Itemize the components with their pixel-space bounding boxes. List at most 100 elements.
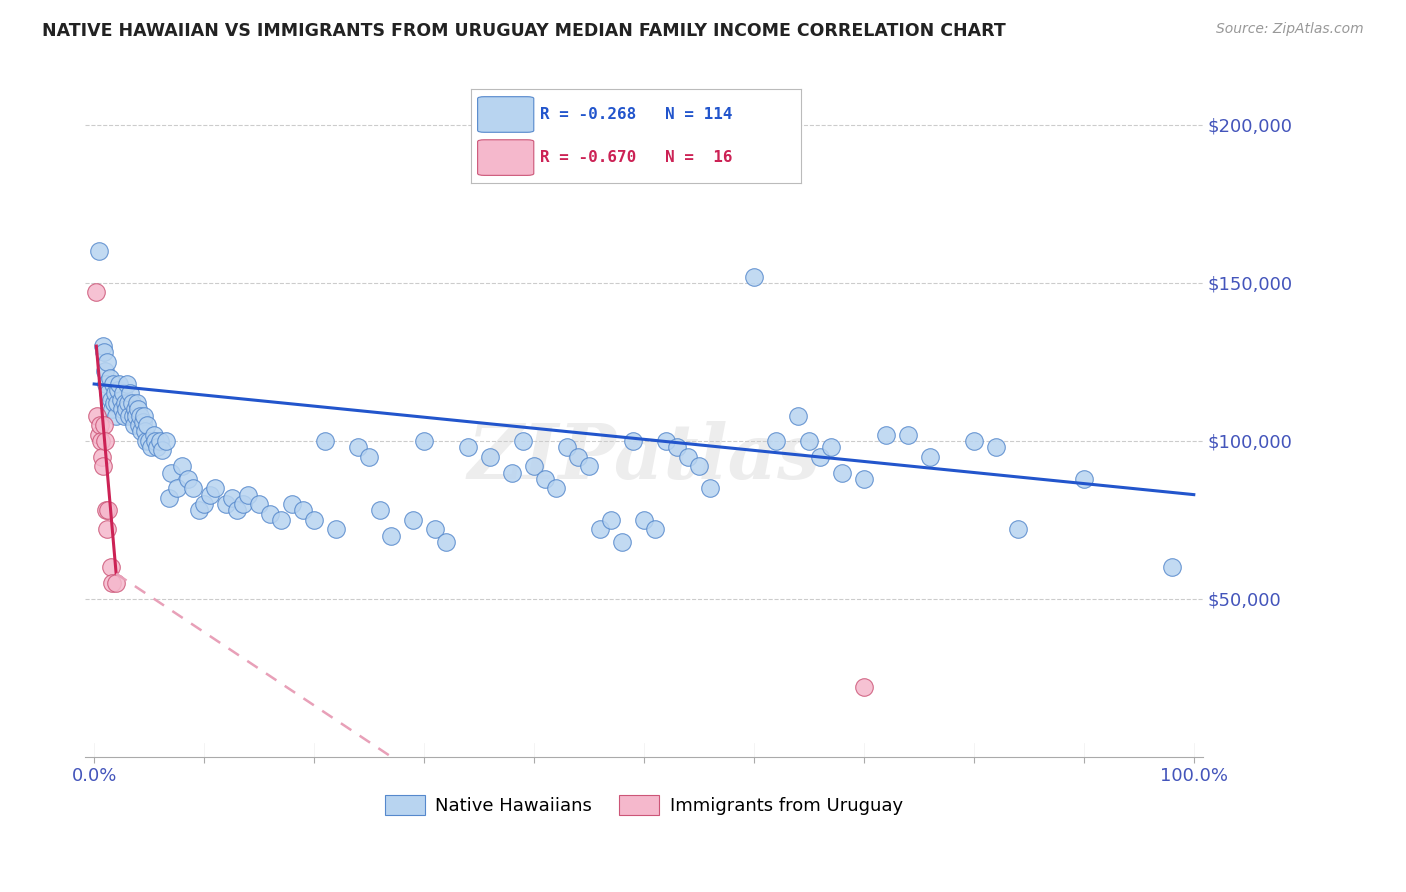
Point	[292, 503, 315, 517]
Point	[423, 522, 446, 536]
Point	[176, 472, 198, 486]
Point	[797, 434, 820, 448]
Point	[852, 681, 875, 695]
Point	[129, 409, 152, 423]
Point	[136, 418, 159, 433]
Point	[141, 440, 163, 454]
Point	[567, 450, 589, 464]
Point	[578, 459, 600, 474]
Point	[87, 427, 110, 442]
Point	[128, 418, 150, 433]
Point	[413, 434, 436, 448]
Text: ZIPatlas: ZIPatlas	[467, 421, 821, 495]
Point	[655, 434, 678, 448]
Point	[523, 459, 546, 474]
Point	[138, 434, 160, 448]
Point	[688, 459, 710, 474]
Point	[96, 377, 118, 392]
FancyBboxPatch shape	[478, 140, 534, 176]
Point	[302, 513, 325, 527]
Point	[270, 513, 292, 527]
Point	[808, 450, 831, 464]
Point	[117, 396, 139, 410]
Point	[434, 535, 457, 549]
Point	[787, 409, 810, 423]
Point	[314, 434, 336, 448]
Point	[380, 529, 402, 543]
Point	[402, 513, 425, 527]
Point	[232, 497, 254, 511]
Point	[875, 427, 897, 442]
Point	[90, 434, 112, 448]
Point	[96, 522, 118, 536]
Point	[100, 392, 122, 407]
Point	[108, 377, 131, 392]
Point	[100, 576, 122, 591]
Point	[676, 450, 699, 464]
Point	[259, 507, 281, 521]
Point	[984, 440, 1007, 454]
Point	[221, 491, 243, 505]
Point	[820, 440, 842, 454]
Point	[121, 409, 143, 423]
Text: Source: ZipAtlas.com: Source: ZipAtlas.com	[1216, 22, 1364, 37]
Point	[91, 339, 114, 353]
Point	[100, 402, 122, 417]
Point	[115, 402, 138, 417]
Point	[236, 488, 259, 502]
Point	[131, 425, 153, 439]
Point	[555, 440, 578, 454]
Point	[86, 285, 108, 300]
Point	[357, 450, 380, 464]
Point	[633, 513, 655, 527]
Point	[89, 418, 111, 433]
Point	[765, 434, 787, 448]
Point	[204, 481, 226, 495]
Point	[87, 244, 110, 259]
Point	[86, 409, 108, 423]
Point	[368, 503, 391, 517]
Point	[644, 522, 666, 536]
Point	[143, 434, 166, 448]
Point	[247, 497, 270, 511]
Point	[181, 481, 204, 495]
Point	[98, 370, 121, 384]
Point	[111, 402, 134, 417]
Point	[105, 576, 128, 591]
Point	[172, 459, 194, 474]
Point	[112, 409, 135, 423]
Point	[105, 396, 128, 410]
Point	[91, 459, 114, 474]
Point	[110, 392, 132, 407]
Point	[457, 440, 479, 454]
Point	[325, 522, 347, 536]
Point	[150, 443, 173, 458]
Point	[479, 450, 502, 464]
Point	[107, 384, 129, 398]
Point	[226, 503, 249, 517]
Point	[135, 434, 157, 448]
Point	[96, 503, 118, 517]
Point	[544, 481, 567, 495]
Point	[699, 481, 721, 495]
Point	[149, 434, 172, 448]
Point	[100, 560, 122, 574]
Point	[160, 466, 183, 480]
Point	[122, 418, 145, 433]
Point	[134, 425, 156, 439]
Point	[118, 409, 141, 423]
Point	[115, 377, 138, 392]
Point	[187, 503, 209, 517]
Point	[90, 450, 112, 464]
Point	[125, 396, 148, 410]
Point	[347, 440, 370, 454]
Point	[97, 386, 120, 401]
Point	[96, 355, 118, 369]
Point	[1007, 522, 1029, 536]
Point	[104, 386, 127, 401]
Point	[121, 396, 143, 410]
Point	[281, 497, 304, 511]
Point	[114, 396, 136, 410]
Point	[94, 364, 117, 378]
Point	[94, 434, 117, 448]
